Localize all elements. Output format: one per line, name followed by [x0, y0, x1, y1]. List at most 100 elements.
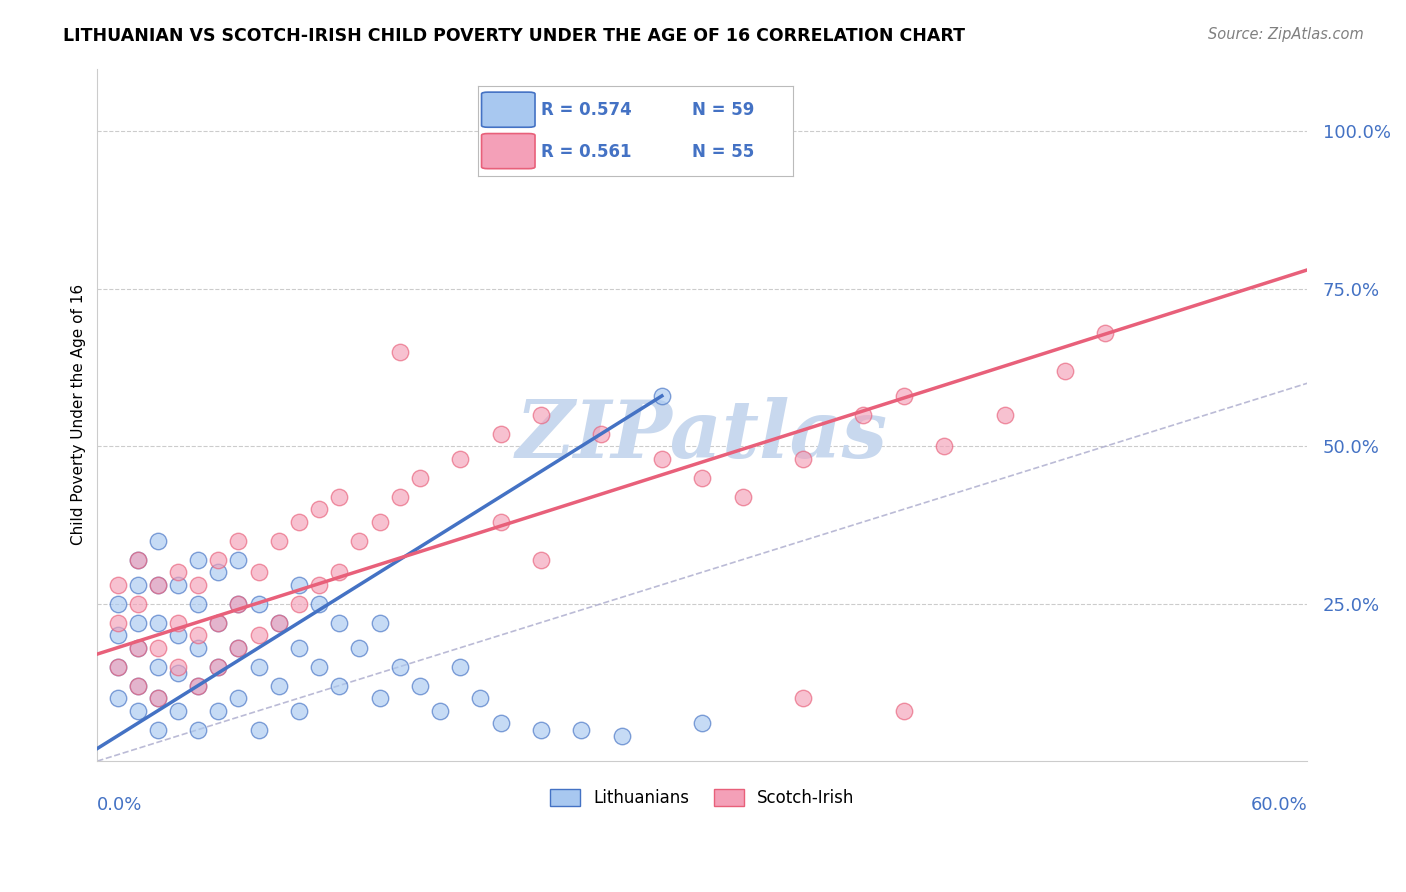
Point: [690, 716, 713, 731]
Point: [308, 597, 330, 611]
Point: [994, 408, 1017, 422]
Point: [308, 659, 330, 673]
Point: [267, 615, 290, 630]
Point: [489, 515, 512, 529]
Point: [409, 679, 432, 693]
Point: [349, 533, 371, 548]
Point: [530, 723, 553, 737]
Text: 60.0%: 60.0%: [1250, 796, 1308, 814]
Point: [247, 597, 270, 611]
Point: [569, 723, 592, 737]
Point: [530, 408, 553, 422]
Point: [308, 578, 330, 592]
Point: [187, 640, 209, 655]
Point: [328, 565, 350, 579]
Point: [328, 490, 350, 504]
Point: [690, 471, 713, 485]
Point: [429, 704, 451, 718]
Point: [228, 597, 250, 611]
Point: [187, 552, 209, 566]
Point: [610, 729, 633, 743]
Point: [368, 515, 391, 529]
Text: Source: ZipAtlas.com: Source: ZipAtlas.com: [1208, 27, 1364, 42]
Point: [187, 723, 209, 737]
Point: [127, 679, 149, 693]
Point: [146, 578, 169, 592]
Point: [107, 659, 129, 673]
Point: [187, 578, 209, 592]
Point: [127, 640, 149, 655]
Point: [449, 659, 471, 673]
Point: [489, 426, 512, 441]
Point: [449, 451, 471, 466]
Point: [228, 533, 250, 548]
Point: [107, 615, 129, 630]
Point: [107, 578, 129, 592]
Point: [731, 490, 754, 504]
Point: [852, 408, 875, 422]
Point: [127, 679, 149, 693]
Point: [267, 679, 290, 693]
Point: [591, 426, 613, 441]
Point: [1094, 326, 1116, 340]
Point: [228, 691, 250, 706]
Point: [107, 597, 129, 611]
Point: [792, 451, 814, 466]
Point: [530, 552, 553, 566]
Point: [167, 628, 190, 642]
Point: [267, 615, 290, 630]
Point: [207, 565, 229, 579]
Point: [167, 565, 190, 579]
Point: [187, 597, 209, 611]
Point: [409, 471, 432, 485]
Point: [349, 640, 371, 655]
Point: [207, 552, 229, 566]
Point: [146, 615, 169, 630]
Point: [167, 665, 190, 680]
Point: [792, 691, 814, 706]
Point: [167, 578, 190, 592]
Point: [228, 640, 250, 655]
Point: [932, 439, 955, 453]
Point: [107, 659, 129, 673]
Point: [207, 704, 229, 718]
Point: [470, 691, 492, 706]
Point: [489, 716, 512, 731]
Point: [146, 659, 169, 673]
Point: [127, 640, 149, 655]
Text: LITHUANIAN VS SCOTCH-IRISH CHILD POVERTY UNDER THE AGE OF 16 CORRELATION CHART: LITHUANIAN VS SCOTCH-IRISH CHILD POVERTY…: [63, 27, 966, 45]
Text: ZIPatlas: ZIPatlas: [516, 397, 889, 475]
Point: [328, 615, 350, 630]
Point: [207, 659, 229, 673]
Point: [288, 640, 311, 655]
Point: [368, 691, 391, 706]
Point: [228, 640, 250, 655]
Point: [127, 704, 149, 718]
Point: [187, 679, 209, 693]
Point: [267, 533, 290, 548]
Point: [368, 615, 391, 630]
Point: [388, 490, 411, 504]
Point: [247, 659, 270, 673]
Point: [207, 659, 229, 673]
Point: [146, 691, 169, 706]
Point: [308, 502, 330, 516]
Point: [288, 578, 311, 592]
Point: [207, 615, 229, 630]
Point: [127, 597, 149, 611]
Point: [146, 691, 169, 706]
Point: [228, 597, 250, 611]
Point: [107, 628, 129, 642]
Point: [187, 679, 209, 693]
Point: [247, 565, 270, 579]
Point: [288, 704, 311, 718]
Point: [207, 615, 229, 630]
Point: [127, 578, 149, 592]
Legend: Lithuanians, Scotch-Irish: Lithuanians, Scotch-Irish: [541, 780, 863, 815]
Point: [388, 344, 411, 359]
Point: [893, 389, 915, 403]
Text: 0.0%: 0.0%: [97, 796, 143, 814]
Point: [288, 515, 311, 529]
Point: [146, 640, 169, 655]
Point: [187, 628, 209, 642]
